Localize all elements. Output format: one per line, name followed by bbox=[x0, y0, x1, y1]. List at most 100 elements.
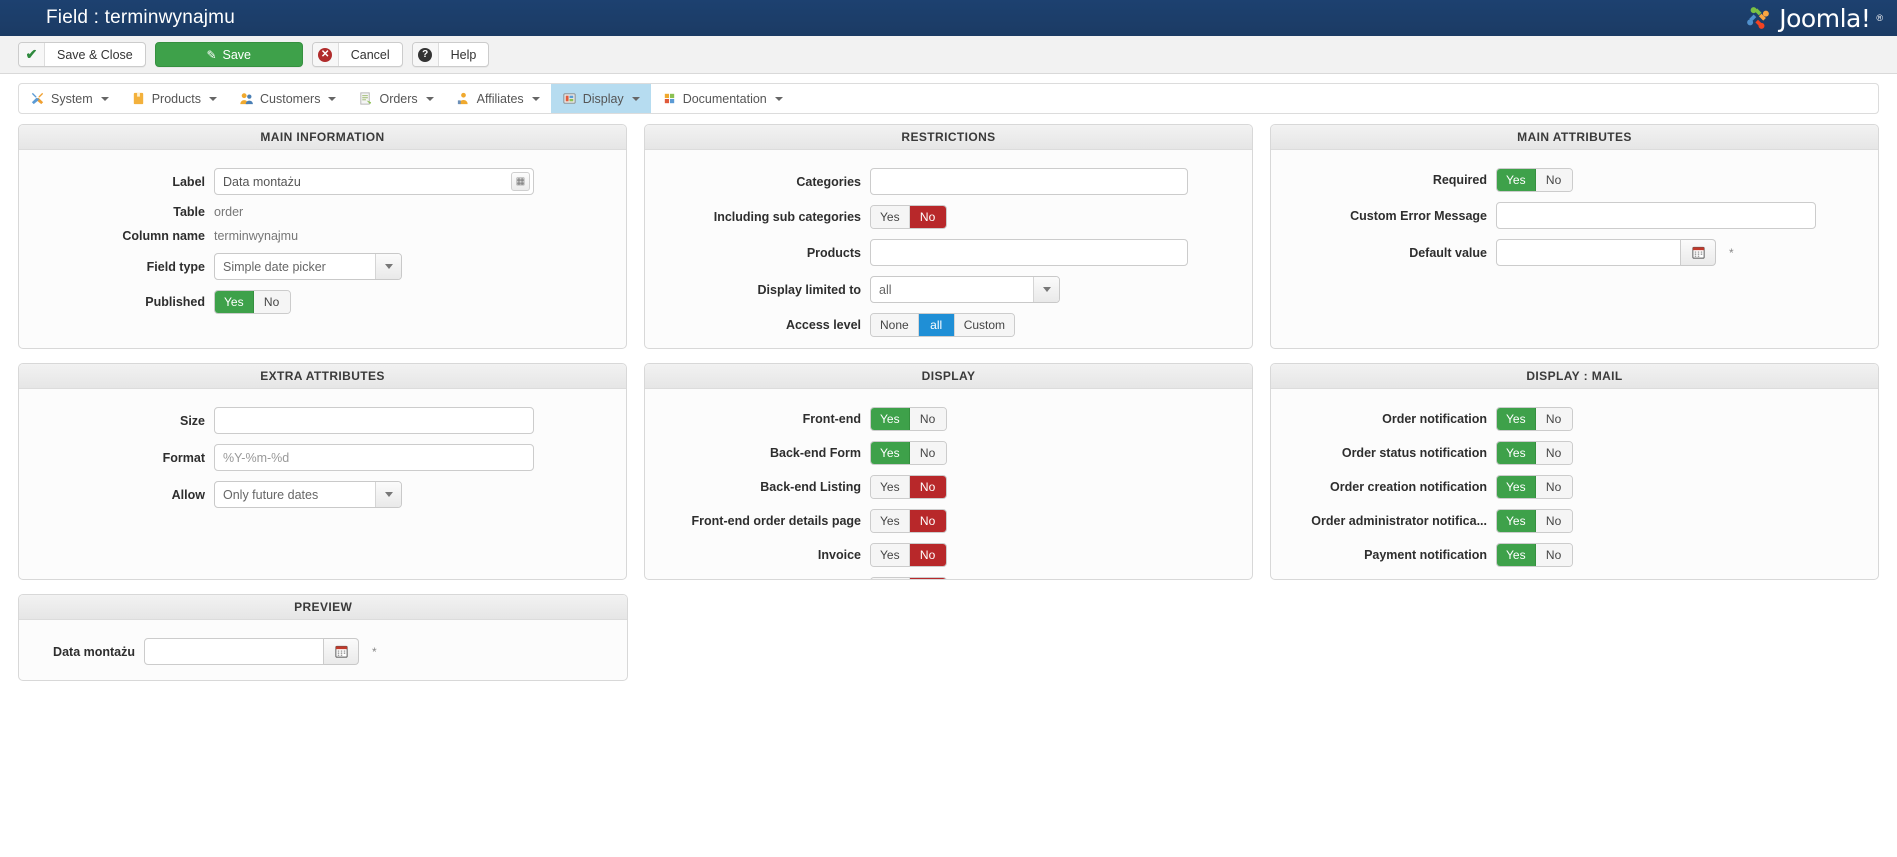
categories-caption: Categories bbox=[796, 174, 861, 189]
toggle-no-option[interactable]: No bbox=[1535, 510, 1572, 532]
menu-item-customers[interactable]: Customers bbox=[228, 84, 347, 113]
display-limited-select[interactable]: all bbox=[870, 276, 1060, 303]
toggle-no-option[interactable]: No bbox=[1535, 408, 1572, 430]
chevron-down-icon bbox=[774, 96, 783, 101]
panel-title: RESTRICTIONS bbox=[645, 125, 1252, 150]
sub-categories-caption: Including sub categories bbox=[713, 210, 861, 224]
translate-icon[interactable]: ▦ bbox=[511, 172, 530, 191]
required-yes-option[interactable]: Yes bbox=[1497, 169, 1536, 191]
default-value-input[interactable] bbox=[1496, 239, 1681, 266]
menu-item-documentation[interactable]: Documentation bbox=[651, 84, 794, 113]
toggle-no-option[interactable]: No bbox=[909, 578, 946, 579]
cancel-label: Cancel bbox=[350, 47, 390, 62]
toggle-no-option[interactable]: No bbox=[909, 442, 946, 464]
access-level-all-option[interactable]: all bbox=[918, 314, 955, 336]
toggle-caption: Front-end bbox=[802, 412, 861, 426]
toggle-no-option[interactable]: No bbox=[909, 544, 946, 566]
field-row-toggle: Front-end Yes No bbox=[665, 407, 1232, 431]
field-row-products: Products bbox=[665, 239, 1232, 266]
menu-item-affiliates[interactable]: Affiliates bbox=[445, 84, 551, 113]
panel-main-information: MAIN INFORMATION Label ▦ Table order bbox=[18, 124, 627, 349]
access-level-none-option[interactable]: None bbox=[871, 314, 919, 336]
toggle-yes-option[interactable]: Yes bbox=[1497, 408, 1536, 430]
toggle-yes-option[interactable]: Yes bbox=[1497, 510, 1536, 532]
save-button[interactable]: ✎ Save bbox=[154, 42, 303, 67]
toggle-yes-option[interactable]: Yes bbox=[1497, 442, 1536, 464]
panel-row-1: MAIN INFORMATION Label ▦ Table order bbox=[18, 124, 1879, 349]
required-no-option[interactable]: No bbox=[1535, 169, 1572, 191]
custom-error-input[interactable] bbox=[1496, 202, 1816, 229]
save-and-close-button[interactable]: ✔ Save & Close bbox=[18, 42, 146, 67]
required-toggle[interactable]: Yes No bbox=[1496, 168, 1573, 192]
allow-caption: Allow bbox=[171, 487, 205, 502]
close-icon: ✕ bbox=[312, 43, 339, 66]
toggle-yes-option[interactable]: Yes bbox=[1497, 476, 1536, 498]
app-header: Field : terminwynajmu Joomla! ® bbox=[0, 0, 1897, 36]
panel-title: MAIN ATTRIBUTES bbox=[1271, 125, 1878, 150]
default-value-suffix: * bbox=[1729, 245, 1734, 260]
sub-categories-no-option[interactable]: No bbox=[909, 206, 946, 228]
field-row-table: Table order bbox=[39, 205, 606, 219]
products-input[interactable] bbox=[870, 239, 1188, 266]
toggle-yes-option[interactable]: Yes bbox=[871, 578, 910, 579]
toggle-yes-option[interactable]: Yes bbox=[871, 408, 910, 430]
toggle-yes-option[interactable]: Yes bbox=[871, 442, 910, 464]
puzzle-icon bbox=[662, 91, 677, 106]
toggle-yes-option[interactable]: Yes bbox=[871, 510, 910, 532]
format-input[interactable] bbox=[214, 444, 534, 471]
published-toggle[interactable]: Yes No bbox=[214, 290, 291, 314]
label-input[interactable] bbox=[214, 168, 534, 195]
preview-calendar-icon-button[interactable] bbox=[324, 638, 359, 665]
menu-item-products[interactable]: Products bbox=[120, 84, 228, 113]
menu-item-system[interactable]: System bbox=[19, 84, 120, 113]
access-level-custom-option[interactable]: Custom bbox=[954, 314, 1015, 336]
sub-categories-yes-option[interactable]: Yes bbox=[871, 206, 910, 228]
panel-row-2: EXTRA ATTRIBUTES Size Format Allow Only … bbox=[18, 363, 1879, 580]
field-type-select[interactable]: Simple date picker bbox=[214, 253, 402, 280]
size-input[interactable] bbox=[214, 407, 534, 434]
menu-label: Customers bbox=[260, 91, 321, 106]
toggle-yes-option[interactable]: Yes bbox=[871, 476, 910, 498]
field-row-allow: Allow Only future dates bbox=[39, 481, 606, 508]
toggle-yes-option[interactable]: Yes bbox=[871, 544, 910, 566]
access-level-toggle[interactable]: None all Custom bbox=[870, 313, 1016, 337]
cancel-button[interactable]: ✕ Cancel bbox=[311, 42, 403, 67]
field-type-value: Simple date picker bbox=[223, 259, 326, 274]
published-no-option[interactable]: No bbox=[253, 291, 290, 313]
panel-title: EXTRA ATTRIBUTES bbox=[19, 364, 626, 389]
save-and-close-label: Save & Close bbox=[57, 47, 133, 62]
menu-item-orders[interactable]: Orders bbox=[347, 84, 444, 113]
toggle-no-option[interactable]: No bbox=[1535, 476, 1572, 498]
panel-preview: PREVIEW Data montażu bbox=[18, 594, 629, 681]
calendar-icon-button[interactable] bbox=[1681, 239, 1716, 266]
toggle-no-option[interactable]: No bbox=[909, 510, 946, 532]
toggle-no-option[interactable]: No bbox=[1535, 544, 1572, 566]
toggle-no-option[interactable]: No bbox=[909, 476, 946, 498]
allow-select[interactable]: Only future dates bbox=[214, 481, 402, 508]
sub-categories-toggle[interactable]: Yes No bbox=[870, 205, 947, 229]
published-yes-option[interactable]: Yes bbox=[215, 291, 254, 313]
default-value-caption: Default value bbox=[1409, 245, 1487, 260]
preview-date-input[interactable] bbox=[144, 638, 324, 665]
toggle-yes-option[interactable]: Yes bbox=[1497, 544, 1536, 566]
toggle-no-option[interactable]: No bbox=[1535, 442, 1572, 464]
categories-input[interactable] bbox=[870, 168, 1188, 195]
menu-item-display[interactable]: Display bbox=[550, 84, 651, 113]
field-row-including-sub-categories: Including sub categories Yes No bbox=[665, 205, 1232, 229]
help-button[interactable]: ? Help bbox=[411, 42, 490, 67]
toggle-no-option[interactable]: No bbox=[909, 408, 946, 430]
joomla-wordmark: Joomla! bbox=[1779, 3, 1871, 33]
check-icon: ✔ bbox=[19, 43, 45, 66]
field-row-size: Size bbox=[39, 407, 606, 434]
